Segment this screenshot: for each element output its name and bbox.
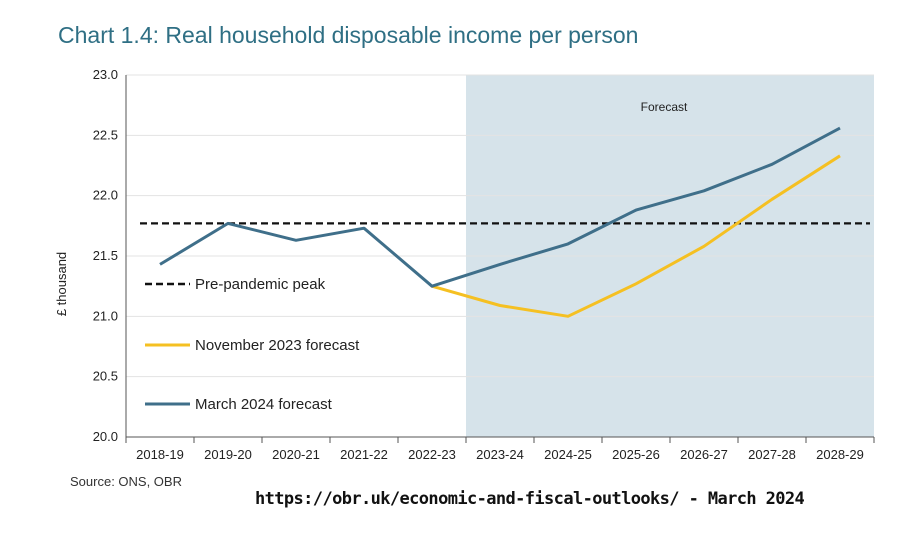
y-tick-label: 22.0 xyxy=(93,188,118,203)
x-tick-label: 2027-28 xyxy=(748,447,796,462)
x-tick-label: 2024-25 xyxy=(544,447,592,462)
x-tick-label: 2025-26 xyxy=(612,447,660,462)
legend: Pre-pandemic peak November 2023 forecast M… xyxy=(145,276,360,413)
series-line-november-2023-forecast xyxy=(431,154,841,318)
x-tick-label: 2026-27 xyxy=(680,447,728,462)
gridlines xyxy=(126,74,874,378)
x-tick-label: 2020-21 xyxy=(272,447,320,462)
y-tick-label: 20.5 xyxy=(93,369,118,384)
x-tick-label: 2018-19 xyxy=(136,447,184,462)
chart-title: Chart 1.4: Real household disposable inc… xyxy=(58,22,639,48)
legend-label: November 2023 forecast xyxy=(195,337,360,354)
legend-label: Pre-pandemic peak xyxy=(195,276,326,293)
axes: 20.0 20.5 21.0 21.5 22.0 22.5 23.0 2018-19 2019-… xyxy=(93,67,875,462)
y-axis-label: £ thousand xyxy=(54,252,69,316)
forecast-label: Forecast xyxy=(641,100,688,114)
y-tick-label: 23.0 xyxy=(93,67,118,82)
y-tick-label: 22.5 xyxy=(93,127,118,142)
x-tick-label: 2019-20 xyxy=(204,447,252,462)
x-tick-label: 2028-29 xyxy=(816,447,864,462)
x-tick-label: 2021-22 xyxy=(340,447,388,462)
series-line-march-2024-forecast xyxy=(159,126,841,288)
y-tick-label: 21.0 xyxy=(93,308,118,323)
series-lines xyxy=(140,126,870,318)
line-chart: Forecast 20.0 20.5 21.0 21.5 22.0 22.5 23.0 201… xyxy=(54,67,875,462)
y-tick-label: 21.5 xyxy=(93,248,118,263)
source-note: Source: ONS, OBR xyxy=(70,474,182,489)
x-tick-label: 2022-23 xyxy=(408,447,456,462)
x-tick-label: 2023-24 xyxy=(476,447,524,462)
legend-label: March 2024 forecast xyxy=(195,396,333,413)
y-tick-label: 20.0 xyxy=(93,429,118,444)
url-caption: https://obr.uk/economic-and-fiscal-outlo… xyxy=(255,489,805,509)
